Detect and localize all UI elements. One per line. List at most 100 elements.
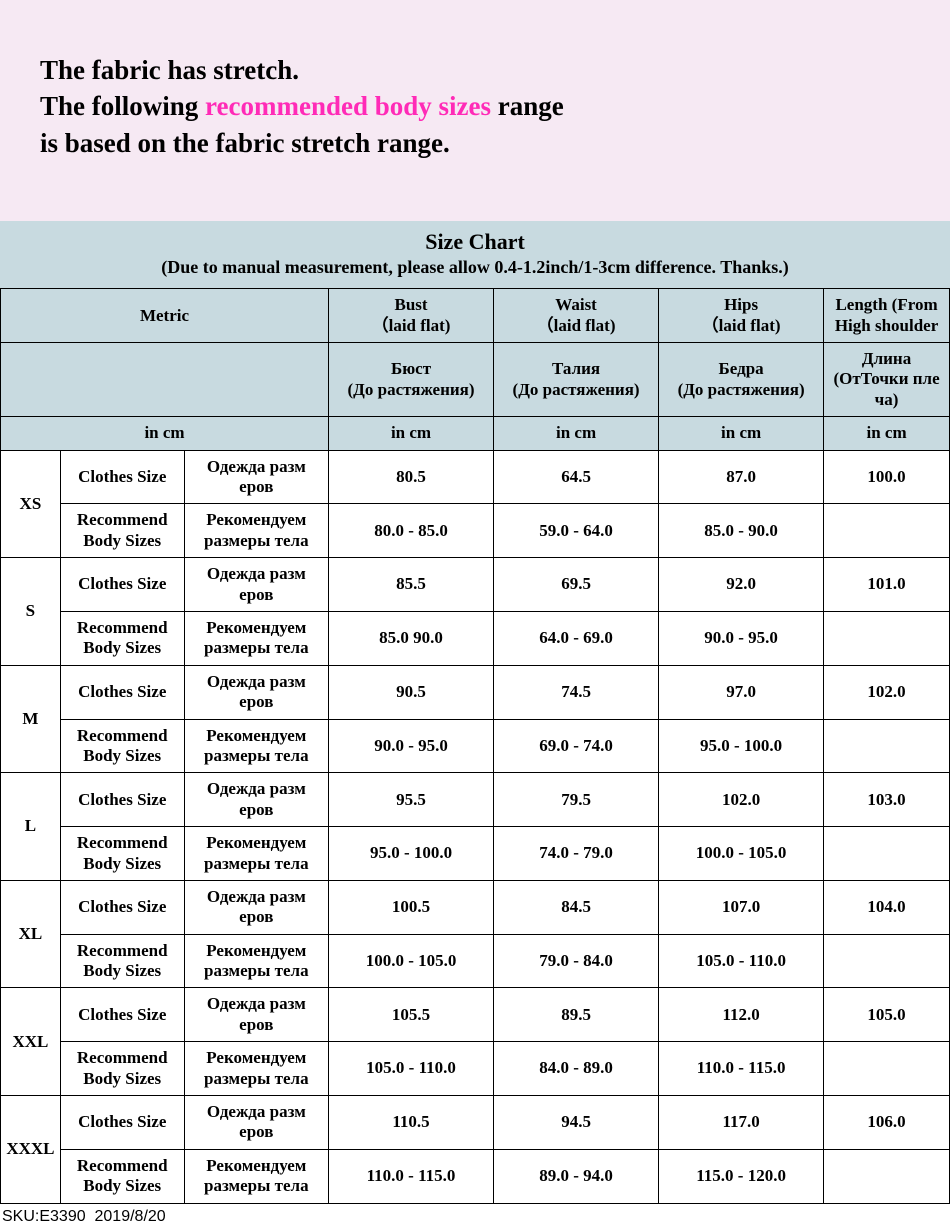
cell-bust: 90.5 — [329, 665, 494, 719]
hdr-unit-bust: in cm — [329, 417, 494, 450]
cell-rec-hips: 115.0 - 120.0 — [659, 1149, 824, 1203]
recommend-ru: Рекомендуем размеры тела — [184, 719, 328, 773]
table-row: Recommend Body SizesРекомендуем размеры … — [1, 612, 950, 666]
recommend-ru: Рекомендуем размеры тела — [184, 827, 328, 881]
cell-waist: 94.5 — [494, 1096, 659, 1150]
cell-rec-length — [824, 504, 950, 558]
cell-rec-length — [824, 1149, 950, 1203]
table-row: Recommend Body SizesРекомендуем размеры … — [1, 1042, 950, 1096]
cell-length: 102.0 — [824, 665, 950, 719]
cell-length: 104.0 — [824, 880, 950, 934]
cell-waist: 69.5 — [494, 558, 659, 612]
cell-rec-bust: 80.0 - 85.0 — [329, 504, 494, 558]
cell-rec-hips: 85.0 - 90.0 — [659, 504, 824, 558]
cell-rec-hips: 100.0 - 105.0 — [659, 827, 824, 881]
cell-rec-hips: 110.0 - 115.0 — [659, 1042, 824, 1096]
size-label: XXL — [1, 988, 61, 1096]
recommend-en: Recommend Body Sizes — [60, 612, 184, 666]
cell-rec-length — [824, 612, 950, 666]
cell-rec-length — [824, 719, 950, 773]
cell-rec-bust: 110.0 - 115.0 — [329, 1149, 494, 1203]
cell-rec-waist: 89.0 - 94.0 — [494, 1149, 659, 1203]
cell-hips: 102.0 — [659, 773, 824, 827]
table-row: XSClothes SizeОдежда разм еров80.564.587… — [1, 450, 950, 504]
recommend-ru: Рекомендуем размеры тела — [184, 934, 328, 988]
table-row: XLClothes SizeОдежда разм еров100.584.51… — [1, 880, 950, 934]
hdr-waist-ru: Талия(До растяжения) — [494, 343, 659, 417]
clothes-size-ru: Одежда разм еров — [184, 450, 328, 504]
sku-label: SKU: — [2, 1208, 39, 1225]
clothes-size-en: Clothes Size — [60, 1096, 184, 1150]
cell-hips: 117.0 — [659, 1096, 824, 1150]
cell-rec-waist: 74.0 - 79.0 — [494, 827, 659, 881]
table-row: MClothes SizeОдежда разм еров90.574.597.… — [1, 665, 950, 719]
recommend-ru: Рекомендуем размеры тела — [184, 504, 328, 558]
hdr-metric-ru — [1, 343, 329, 417]
recommend-en: Recommend Body Sizes — [60, 934, 184, 988]
clothes-size-ru: Одежда разм еров — [184, 558, 328, 612]
cell-bust: 100.5 — [329, 880, 494, 934]
intro-line2c: range — [491, 91, 564, 121]
cell-rec-length — [824, 1042, 950, 1096]
clothes-size-ru: Одежда разм еров — [184, 665, 328, 719]
recommend-en: Recommend Body Sizes — [60, 719, 184, 773]
intro-line1: The fabric has stretch. — [40, 52, 910, 88]
cell-hips: 97.0 — [659, 665, 824, 719]
cell-bust: 80.5 — [329, 450, 494, 504]
clothes-size-ru: Одежда разм еров — [184, 1096, 328, 1150]
chart-title: Size Chart — [10, 229, 940, 255]
sku-date: 2019/8/20 — [95, 1208, 166, 1225]
size-label: L — [1, 773, 61, 881]
cell-bust: 95.5 — [329, 773, 494, 827]
table-row: Recommend Body SizesРекомендуем размеры … — [1, 504, 950, 558]
cell-rec-waist: 64.0 - 69.0 — [494, 612, 659, 666]
hdr-unit-length: in cm — [824, 417, 950, 450]
header-row-en: Metric Bust（laid flat) Waist（laid flat) … — [1, 289, 950, 343]
recommend-en: Recommend Body Sizes — [60, 1149, 184, 1203]
cell-hips: 92.0 — [659, 558, 824, 612]
table-row: Recommend Body SizesРекомендуем размеры … — [1, 1149, 950, 1203]
hdr-hips-ru: Бедра(До растяжения) — [659, 343, 824, 417]
hdr-unit-waist: in cm — [494, 417, 659, 450]
recommend-en: Recommend Body Sizes — [60, 1042, 184, 1096]
cell-length: 100.0 — [824, 450, 950, 504]
cell-rec-bust: 85.0 90.0 — [329, 612, 494, 666]
size-label: XS — [1, 450, 61, 558]
cell-rec-length — [824, 827, 950, 881]
cell-waist: 79.5 — [494, 773, 659, 827]
footer-line: SKU:E3390 2019/8/20 — [0, 1204, 950, 1232]
size-label: XXXL — [1, 1096, 61, 1204]
header-row-unit: in cm in cm in cm in cm in cm — [1, 417, 950, 450]
recommend-en: Recommend Body Sizes — [60, 827, 184, 881]
size-label: M — [1, 665, 61, 773]
clothes-size-ru: Одежда разм еров — [184, 880, 328, 934]
cell-rec-hips: 95.0 - 100.0 — [659, 719, 824, 773]
clothes-size-en: Clothes Size — [60, 880, 184, 934]
cell-rec-bust: 90.0 - 95.0 — [329, 719, 494, 773]
size-chart: Size Chart (Due to manual measurement, p… — [0, 221, 950, 1231]
chart-title-band: Size Chart (Due to manual measurement, p… — [0, 221, 950, 288]
recommend-ru: Рекомендуем размеры тела — [184, 612, 328, 666]
clothes-size-ru: Одежда разм еров — [184, 773, 328, 827]
clothes-size-ru: Одежда разм еров — [184, 988, 328, 1042]
table-row: Recommend Body SizesРекомендуем размеры … — [1, 719, 950, 773]
intro-block: The fabric has stretch. The following re… — [0, 0, 950, 221]
header-row-ru: Бюст(До растяжения) Талия(До растяжения)… — [1, 343, 950, 417]
hdr-unit-metric: in cm — [1, 417, 329, 450]
clothes-size-en: Clothes Size — [60, 988, 184, 1042]
intro-line2a: The following — [40, 91, 205, 121]
clothes-size-en: Clothes Size — [60, 450, 184, 504]
hdr-bust: Bust（laid flat) — [329, 289, 494, 343]
chart-subtitle: (Due to manual measurement, please allow… — [10, 257, 940, 278]
cell-hips: 87.0 — [659, 450, 824, 504]
cell-rec-waist: 79.0 - 84.0 — [494, 934, 659, 988]
cell-rec-waist: 59.0 - 64.0 — [494, 504, 659, 558]
hdr-waist: Waist（laid flat) — [494, 289, 659, 343]
table-row: Recommend Body SizesРекомендуем размеры … — [1, 934, 950, 988]
clothes-size-en: Clothes Size — [60, 558, 184, 612]
cell-waist: 84.5 — [494, 880, 659, 934]
cell-rec-bust: 95.0 - 100.0 — [329, 827, 494, 881]
cell-rec-bust: 105.0 - 110.0 — [329, 1042, 494, 1096]
cell-waist: 89.5 — [494, 988, 659, 1042]
size-table: Metric Bust（laid flat) Waist（laid flat) … — [0, 288, 950, 1203]
